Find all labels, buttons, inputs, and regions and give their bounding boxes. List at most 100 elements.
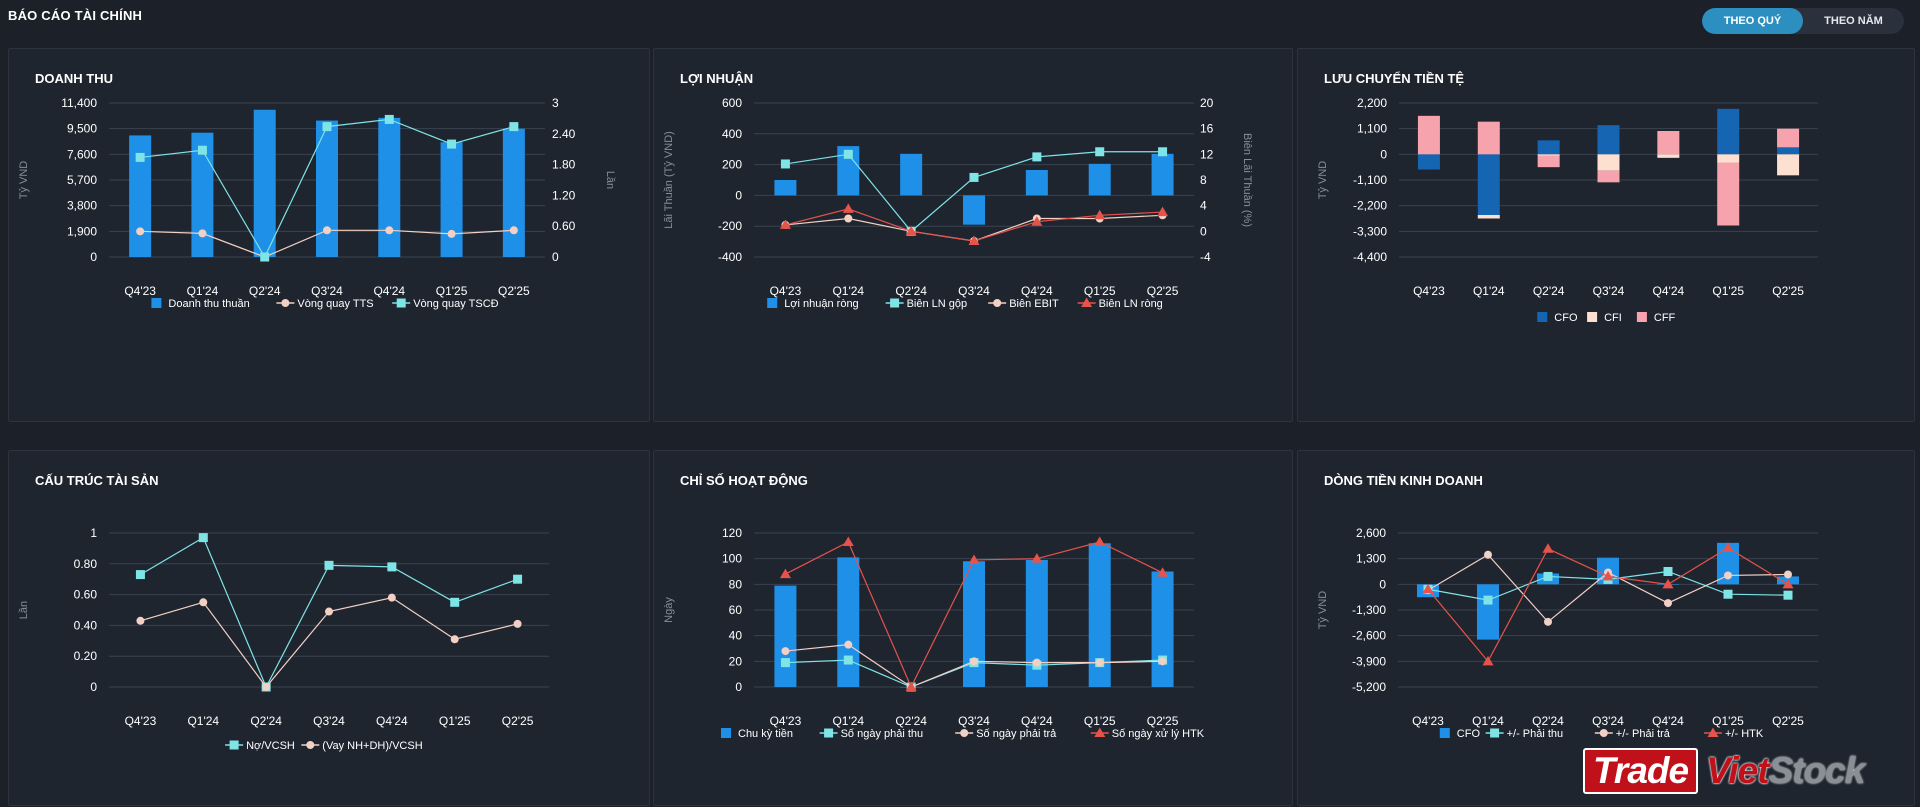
x-tick-label: Q4'24	[1021, 714, 1053, 728]
watermark-viet: Viet	[1706, 750, 1769, 791]
y-tick-label: -5,200	[1352, 680, 1386, 694]
legend-label: Số ngày xử lý HTK	[1112, 728, 1205, 740]
legend-label: Vòng quay TSCĐ	[413, 298, 498, 310]
bar-cff	[1657, 131, 1680, 155]
toggle-quarter[interactable]: THEO QUÝ	[1702, 8, 1803, 34]
y2-tick-label: 3	[552, 96, 559, 110]
bar-cfi	[1537, 154, 1560, 156]
watermark-stock: Stock	[1768, 750, 1866, 791]
card-opcash: DÒNG TIỀN KINH DOANH -5,200 -3,900 -2,600-…	[1297, 450, 1915, 806]
y-tick-label: -400	[718, 250, 742, 264]
x-tick-label: Q4'23	[125, 714, 157, 728]
y-tick-label: -1,300	[1352, 603, 1386, 617]
y-tick-label: -3,300	[1353, 224, 1387, 238]
legend-swatch	[1439, 728, 1450, 738]
bar	[1151, 571, 1174, 687]
chart-profit: -400 -200 0 200 400 600 -4 0 4 8 12 16 20 Lãi Thuần (…	[663, 96, 1253, 310]
data-point	[905, 681, 917, 691]
bar-cff	[1417, 115, 1440, 155]
data-point	[197, 145, 207, 155]
legend-label: +/- HTK	[1725, 728, 1764, 740]
data-point	[322, 122, 332, 132]
legend-marker	[1490, 728, 1500, 738]
card-title: CHỈ SỐ HOẠT ĐỘNG	[680, 473, 808, 488]
x-tick-label: Q2'25	[1147, 714, 1179, 728]
bar-cfi	[1597, 154, 1620, 171]
y-axis-title: Tỷ VND	[1317, 161, 1329, 200]
data-point	[447, 229, 456, 238]
legend-label: Lợi nhuận ròng	[784, 298, 859, 310]
data-point	[969, 172, 979, 182]
legend-label: Vòng quay TTS	[297, 298, 373, 310]
data-point	[780, 159, 790, 169]
y-tick-label: -3,900	[1352, 654, 1386, 668]
legend-marker	[281, 299, 290, 307]
y-tick-label: 80	[729, 577, 743, 591]
legend-marker	[960, 729, 969, 737]
bar	[900, 153, 923, 196]
bar-cfi	[1657, 154, 1680, 158]
card-assets: CẤU TRÚC TÀI SẢN 0 0.20 0.40 0.60 0.80 1 Lần Q4…	[8, 450, 650, 806]
data-point	[1157, 567, 1169, 577]
bar	[774, 585, 797, 687]
x-tick-label: Q4'23	[1412, 714, 1444, 728]
data-point	[843, 149, 853, 159]
legend-marker	[1081, 297, 1093, 307]
x-tick-label: Q1'24	[187, 714, 219, 728]
y2-tick-label: 4	[1200, 199, 1207, 213]
x-tick-label: Q4'23	[770, 284, 802, 298]
x-tick-label: Q3'24	[313, 714, 345, 728]
data-point	[1157, 206, 1169, 217]
data-point	[1095, 147, 1105, 157]
period-toggle[interactable]: THEO QUÝ THEO NĂM	[1702, 8, 1904, 34]
watermark-logo: Trade Viet Stock	[1583, 748, 1866, 794]
legend-label: +/- Phải trả	[1616, 728, 1671, 740]
data-point	[779, 568, 791, 579]
data-point	[1482, 655, 1494, 666]
y2-tick-label: 8	[1200, 173, 1207, 187]
x-tick-label: Q1'25	[1084, 714, 1116, 728]
data-point	[1722, 542, 1734, 552]
y2-tick-label: 0	[552, 250, 559, 264]
x-tick-label: Q1'25	[439, 714, 471, 728]
toggle-year[interactable]: THEO NĂM	[1824, 15, 1883, 27]
bar-cff	[1537, 155, 1560, 168]
data-point	[1783, 590, 1793, 600]
data-point	[509, 226, 518, 235]
y-axis-title: Tỷ VND	[18, 161, 30, 200]
bar	[1025, 559, 1048, 687]
legend-label: Chu kỳ tiền	[738, 728, 793, 740]
card-revenue: DOANH THU 0 1,900 3,800 5,700 7,600 9,500 11,4…	[8, 48, 650, 422]
legend-swatch	[721, 728, 731, 738]
legend-label: Biên LN gộp	[907, 298, 968, 310]
data-point	[450, 597, 460, 607]
y-tick-label: 0.60	[74, 588, 98, 602]
data-point	[323, 226, 331, 235]
y-tick-label: 40	[729, 629, 743, 643]
y-tick-label: 0	[735, 680, 742, 694]
x-tick-label: Q2'25	[1772, 284, 1804, 298]
data-point	[779, 219, 791, 229]
x-tick-label: Q4'23	[1413, 284, 1445, 298]
data-point	[1158, 147, 1168, 157]
x-tick-label: Q2'25	[1147, 284, 1179, 298]
data-point	[1663, 567, 1673, 576]
data-point	[842, 203, 854, 213]
y-tick-label: 0	[90, 250, 97, 264]
data-point	[447, 139, 457, 149]
card-profit: LỢI NHUẬN -400 -200 0 200 400 600 -4 0 4 8 12 16 20 L…	[653, 48, 1293, 422]
bar-cfi	[1777, 154, 1800, 176]
watermark-trade: Trade	[1583, 748, 1699, 794]
y2-axis-title: Biên Lãi Thuần (%)	[1241, 133, 1253, 227]
y-axis-title: Ngày	[663, 597, 675, 623]
y-tick-label: 0.40	[74, 618, 98, 632]
x-tick-label: Q1'24	[187, 284, 219, 298]
x-tick-label: Q1'25	[1712, 714, 1744, 728]
data-point	[198, 533, 208, 543]
chart-revenue: 0 1,900 3,800 5,700 7,600 9,500 11,400 0 0.60 1.2…	[18, 96, 616, 310]
y-tick-label: 9,500	[67, 122, 97, 136]
bar	[774, 180, 797, 196]
legend-swatch	[151, 298, 162, 308]
y-tick-label: 2,600	[1356, 526, 1386, 540]
data-point	[1544, 617, 1552, 626]
